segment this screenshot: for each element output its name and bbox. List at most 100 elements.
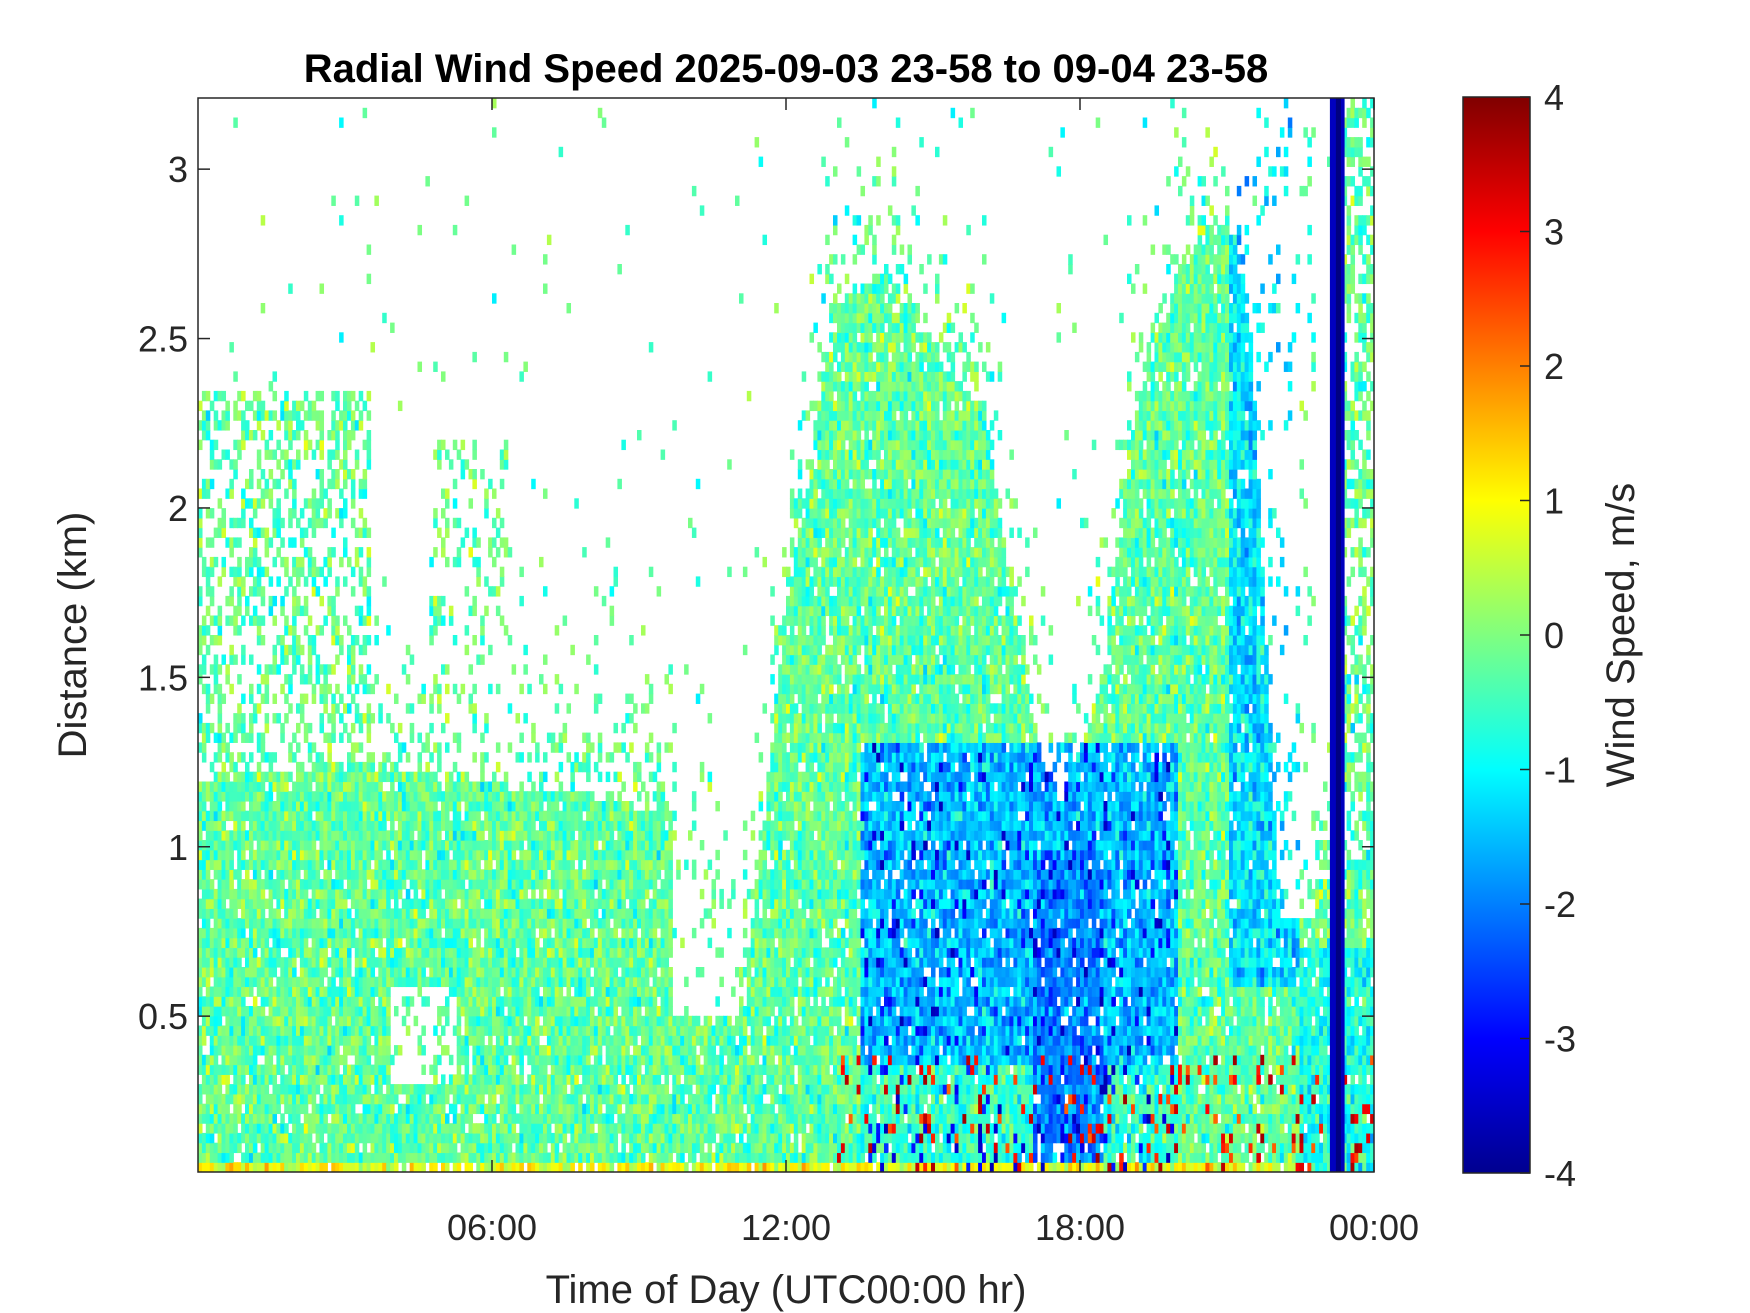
heatmap-cell	[319, 927, 325, 939]
heatmap-cell	[558, 937, 564, 949]
heatmap-cell	[390, 791, 395, 802]
heatmap-cell	[554, 976, 560, 988]
heatmap-cell	[264, 683, 270, 695]
heatmap-cell	[401, 771, 407, 783]
heatmap-cell	[480, 654, 485, 665]
heatmap-cell	[319, 1152, 325, 1163]
heatmap-cell	[229, 840, 234, 851]
heatmap-cell	[476, 820, 481, 831]
heatmap-cell	[249, 927, 254, 939]
heatmap-cell	[327, 937, 332, 949]
heatmap-cell	[288, 1045, 293, 1056]
heatmap-cell	[201, 976, 207, 988]
heatmap-cell	[370, 869, 376, 880]
heatmap-cell	[484, 879, 489, 890]
heatmap-cell	[601, 976, 607, 988]
heatmap-cell	[303, 1132, 309, 1144]
heatmap-cell	[464, 967, 470, 978]
heatmap-cell	[347, 625, 352, 636]
heatmap-cell	[327, 478, 332, 490]
heatmap-cell	[374, 1093, 379, 1105]
heatmap-cell	[543, 967, 548, 978]
heatmap-cell	[456, 449, 462, 460]
heatmap-cell	[319, 1064, 325, 1075]
heatmap-cell	[460, 947, 466, 958]
heatmap-cell	[237, 537, 242, 548]
heatmap-cell	[539, 771, 544, 783]
heatmap-cell	[397, 400, 403, 412]
heatmap-cell	[374, 898, 379, 909]
heatmap-cell	[217, 1084, 223, 1095]
heatmap-cell	[366, 615, 372, 626]
heatmap-cell	[417, 1113, 423, 1124]
heatmap-cell	[347, 752, 352, 763]
heatmap-cell	[296, 1084, 301, 1095]
heatmap-cell	[264, 976, 270, 988]
heatmap-cell	[276, 820, 281, 831]
heatmap-cell	[511, 918, 517, 929]
heatmap-cell	[343, 576, 348, 587]
heatmap-cell	[366, 410, 372, 421]
heatmap-cell	[554, 703, 560, 714]
heatmap-cell	[311, 1074, 317, 1085]
heatmap-cell	[546, 1035, 552, 1046]
heatmap-cell	[503, 1103, 509, 1115]
heatmap-cell	[237, 1132, 242, 1144]
heatmap-cell	[492, 888, 497, 900]
heatmap-cell	[339, 918, 344, 929]
heatmap-cell	[437, 888, 442, 900]
heatmap-cell	[472, 1045, 477, 1056]
heatmap-cell	[503, 1054, 509, 1066]
heatmap-cell	[523, 713, 528, 724]
heatmap-cell	[386, 713, 391, 724]
heatmap-cell	[531, 840, 536, 851]
heatmap-cell	[382, 947, 387, 958]
heatmap-cell	[284, 1006, 289, 1017]
heatmap-cell	[307, 771, 313, 783]
heatmap-cell	[347, 986, 352, 997]
heatmap-cell	[597, 1142, 603, 1154]
heatmap-cell	[358, 547, 364, 558]
heatmap-cell	[362, 947, 368, 958]
heatmap-cell	[456, 771, 462, 783]
heatmap-cell	[339, 1103, 344, 1115]
heatmap-cell	[343, 1074, 348, 1085]
heatmap-cell	[260, 215, 266, 226]
heatmap-cell	[452, 761, 458, 773]
heatmap-cell	[394, 810, 399, 822]
heatmap-cell	[472, 1015, 477, 1027]
heatmap-cell	[472, 957, 477, 968]
heatmap-cell	[221, 732, 227, 743]
heatmap-cell	[213, 1113, 219, 1124]
heatmap-cell	[593, 1084, 599, 1095]
heatmap-cell	[221, 791, 227, 802]
heatmap-cell	[331, 605, 336, 617]
heatmap-cell	[205, 840, 211, 851]
heatmap-cell	[303, 898, 309, 909]
heatmap-cell	[335, 908, 340, 919]
heatmap-cell	[378, 1025, 383, 1036]
heatmap-cell	[323, 576, 328, 587]
heatmap-cell	[347, 761, 352, 773]
heatmap-cell	[390, 1123, 395, 1134]
heatmap-cell	[433, 1025, 438, 1036]
heatmap-cell	[586, 1025, 591, 1036]
heatmap-cell	[613, 1006, 619, 1017]
heatmap-cell	[354, 840, 360, 851]
heatmap-cell	[319, 830, 325, 841]
heatmap-cell	[519, 1113, 524, 1124]
heatmap-cell	[492, 98, 497, 109]
heatmap-cell	[256, 732, 262, 743]
heatmap-cell	[249, 879, 254, 890]
heatmap-cell	[413, 801, 419, 812]
heatmap-cell	[198, 674, 203, 685]
heatmap-cell	[593, 1113, 599, 1124]
heatmap-cell	[276, 801, 281, 812]
heatmap-cell	[433, 810, 438, 822]
heatmap-cell	[409, 801, 415, 812]
heatmap-cell	[245, 967, 250, 978]
heatmap-cell	[366, 791, 372, 802]
heatmap-cell	[350, 390, 356, 402]
heatmap-cell	[327, 820, 332, 831]
heatmap-cell	[401, 976, 407, 988]
